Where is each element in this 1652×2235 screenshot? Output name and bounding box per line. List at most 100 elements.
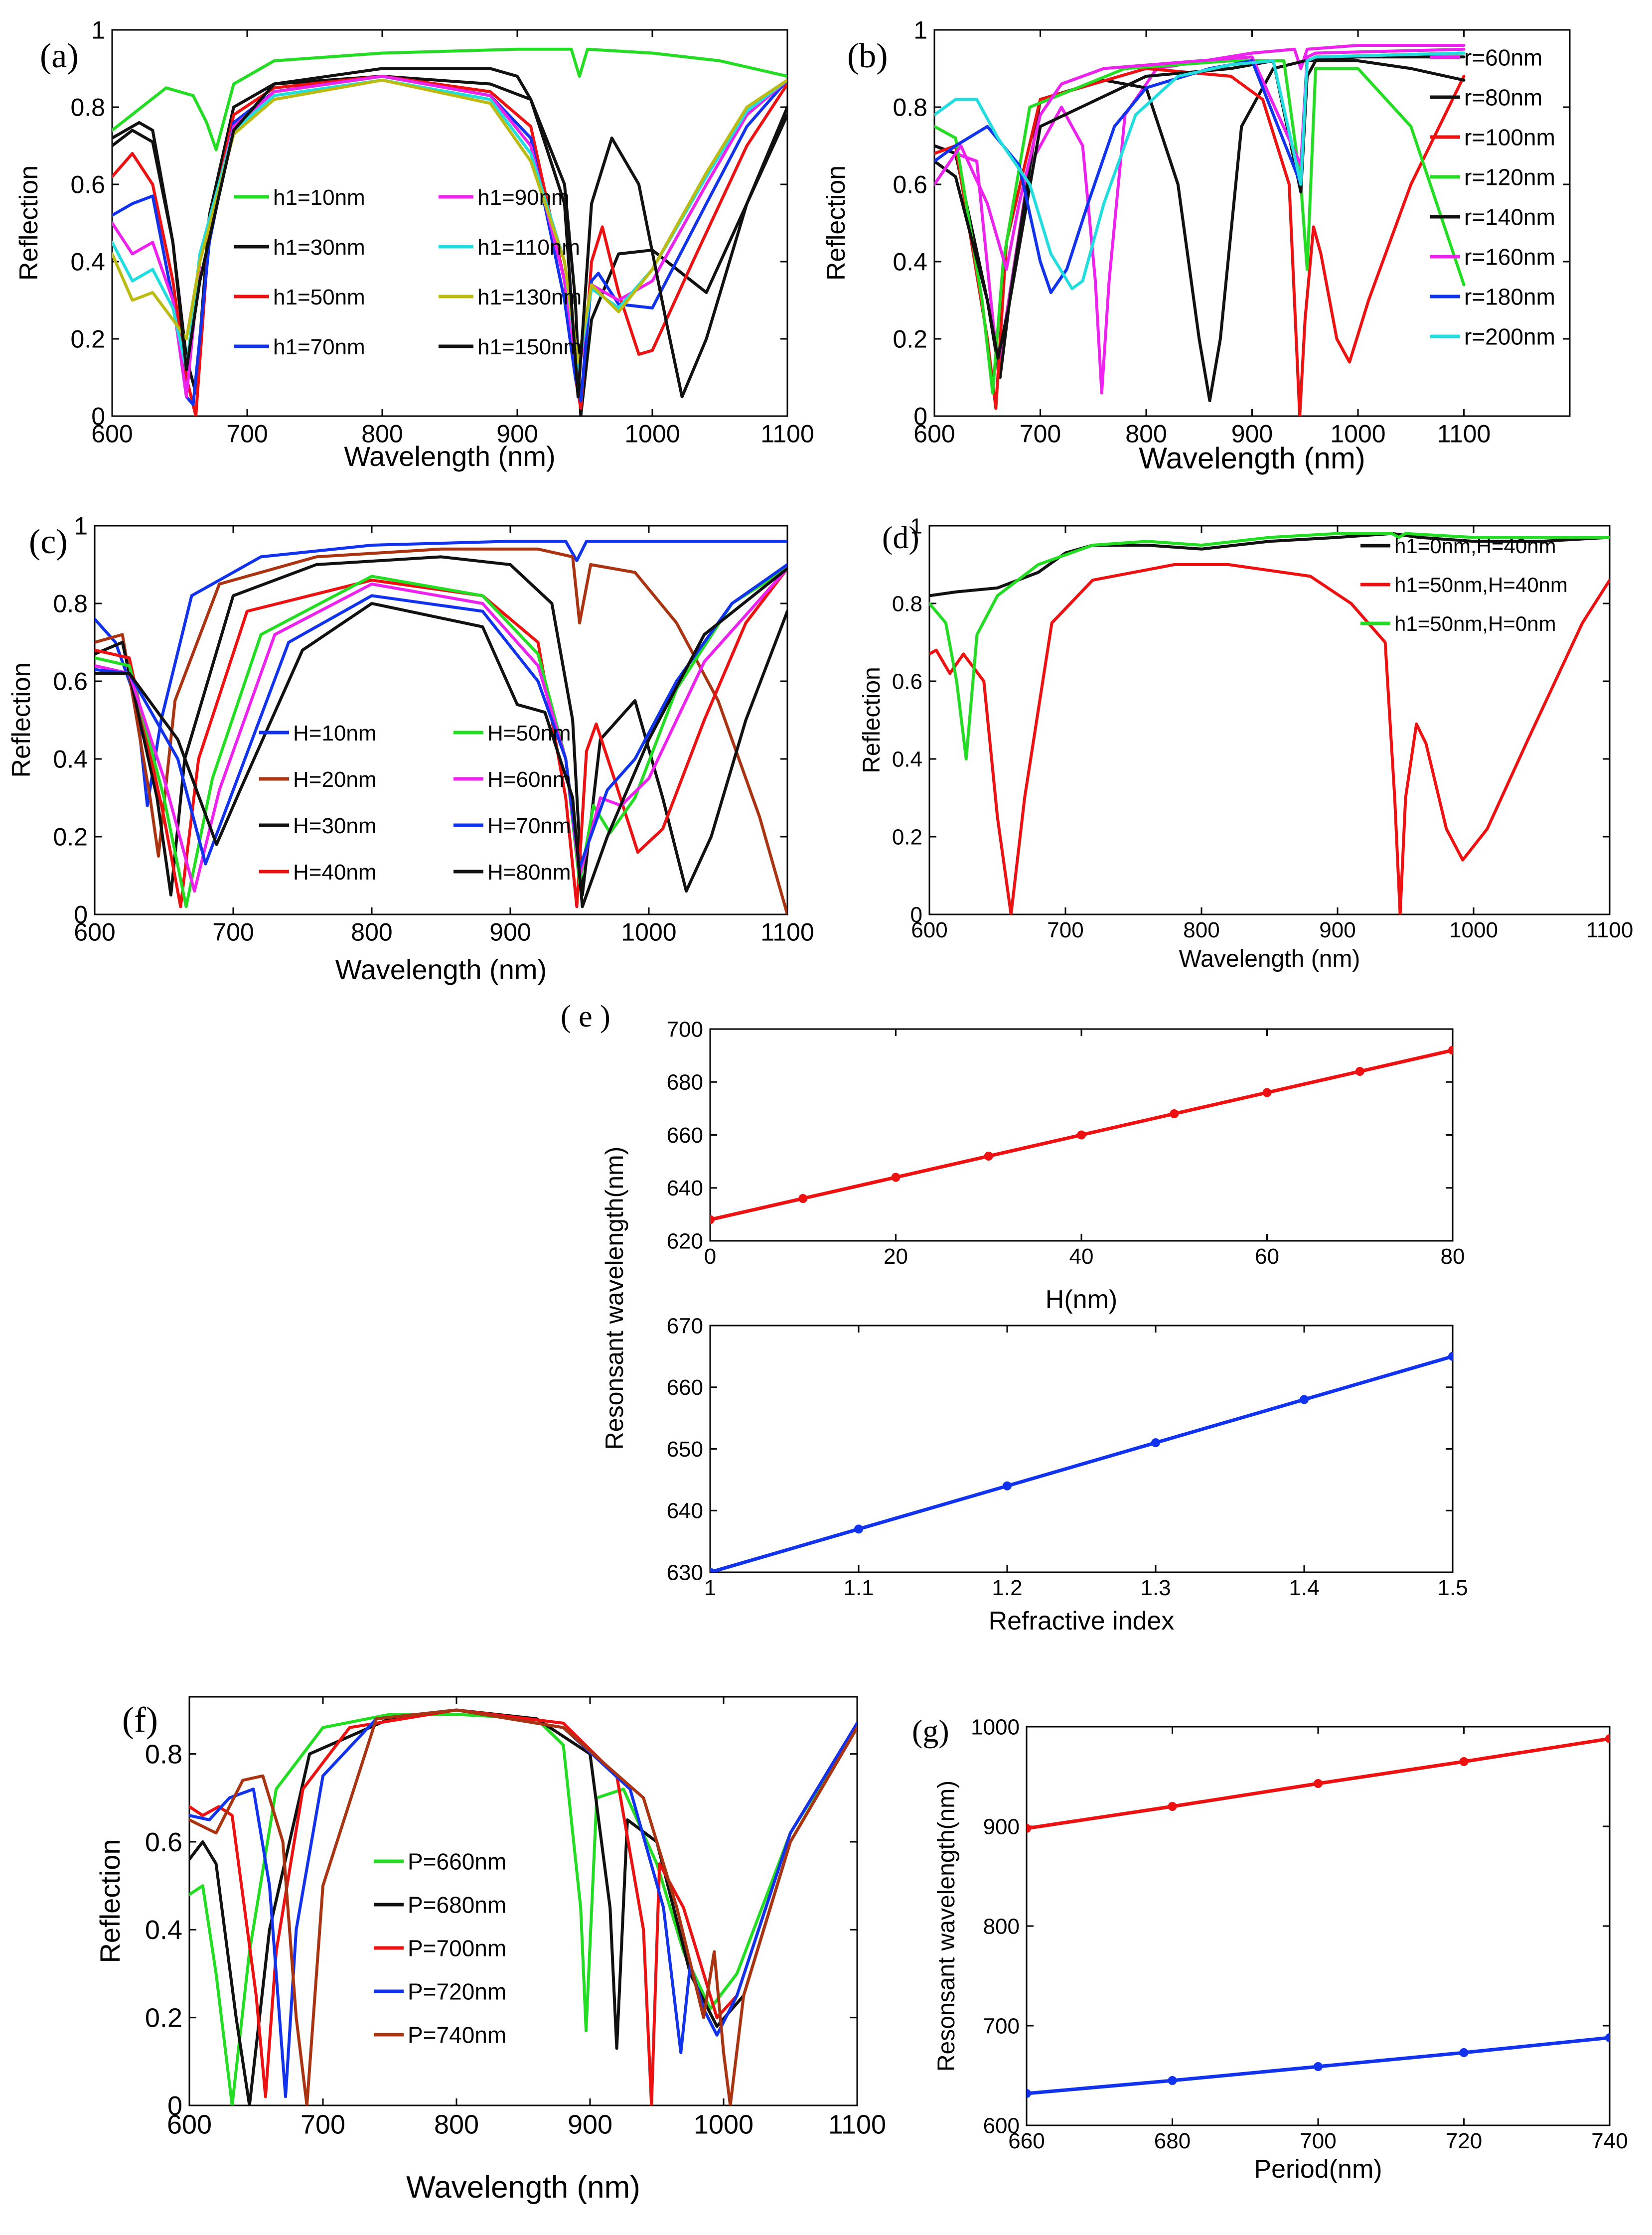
x-tick-label: 900 xyxy=(1231,420,1273,448)
y-tick-label: 0.4 xyxy=(53,745,88,773)
y-axis-label: Resonsant wavelength(nm) xyxy=(601,1147,628,1450)
legend-entry: r=100nm xyxy=(1464,125,1555,150)
y-axis-label: Reflection xyxy=(859,667,885,773)
plot-area-frame xyxy=(928,525,1611,915)
y-tick-label: 0 xyxy=(910,902,922,927)
x-tick-label: 1.3 xyxy=(1140,1576,1171,1600)
data-point xyxy=(854,1524,863,1534)
series-group xyxy=(1027,1734,1610,2098)
series-group xyxy=(929,532,1610,914)
y-tick-label: 0.8 xyxy=(892,592,922,616)
y-tick-label: 1 xyxy=(910,514,922,538)
data-point xyxy=(1448,1045,1453,1055)
x-axis-label: Refractive index xyxy=(989,1607,1175,1636)
x-tick-label: 900 xyxy=(496,420,538,448)
series-group xyxy=(934,44,1466,416)
series-line-H=50nm xyxy=(95,567,787,908)
x-tick-label: 600 xyxy=(911,918,947,942)
legend-entry: h1=0nm,H=40nm xyxy=(1394,534,1556,558)
legend: P=660nm P=680nm P=700nm P=720nm P=740nm xyxy=(374,1849,506,2048)
y-tick-label: 0.8 xyxy=(145,1740,182,1770)
panel-a: 600 700 800 900 1000 1100 0 0.2 0.4 0.6 0.8 1 Wavele… xyxy=(14,16,814,472)
series-line-h1=70nm xyxy=(112,75,787,406)
y-tick-label: 1 xyxy=(74,512,88,540)
legend-entry: H=60nm xyxy=(487,767,571,792)
x-tick-label: 700 xyxy=(300,2110,345,2140)
y-tick-label: 0 xyxy=(167,2091,182,2121)
series-line-P=740nm xyxy=(189,1708,857,2105)
x-tick-label: 60 xyxy=(1255,1244,1279,1269)
legend-entry: h1=10nm xyxy=(273,185,365,210)
y-tick-label: 0.6 xyxy=(145,1827,182,1857)
y-tick-label: 0.4 xyxy=(892,747,922,771)
panel-e-top: 0 20 40 60 80 620 640 660 680 700 H(nm) Resonsant w… xyxy=(561,1000,1465,1450)
panel-label: (f) xyxy=(122,1700,158,1740)
panel-d: 600 700 800 900 1000 1100 0 0.2 0.4 0.6 0.8 1 Wavele… xyxy=(859,514,1633,972)
x-tick-label: 1000 xyxy=(621,918,676,946)
x-axis-label: H(nm) xyxy=(1046,1285,1117,1314)
series-line-P=660nm xyxy=(189,1713,857,2105)
panel-label: (c) xyxy=(29,523,68,561)
x-tick-label: 900 xyxy=(568,2110,612,2140)
plot-area-frame xyxy=(709,1325,1454,1573)
series-line-H=20nm xyxy=(95,547,787,914)
data-point xyxy=(1262,1088,1272,1097)
x-tick-label: 1000 xyxy=(694,2110,753,2140)
data-point xyxy=(891,1173,901,1182)
legend-entry: h1=110nm xyxy=(477,235,580,260)
series-line-H=30nm xyxy=(95,555,787,896)
x-tick-label: 700 xyxy=(226,420,268,448)
series-line-H=40nm xyxy=(95,567,787,908)
y-tick-label: 700 xyxy=(667,1017,703,1042)
data-point xyxy=(710,1215,715,1224)
x-tick-label: 1100 xyxy=(1437,420,1491,448)
x-axis-label: Wavelength (nm) xyxy=(406,2170,640,2205)
x-tick-label: 800 xyxy=(434,2110,479,2140)
y-tick-label: 0.2 xyxy=(53,823,88,851)
legend-entry: h1=50nm,H=0nm xyxy=(1394,612,1556,635)
x-axis-label: Wavelength (nm) xyxy=(1139,442,1365,475)
x-tick-label: 720 xyxy=(1446,2129,1482,2153)
y-tick-label: 700 xyxy=(983,2014,1020,2038)
plot-area-frame xyxy=(94,525,788,915)
legend-entry: r=180nm xyxy=(1464,284,1555,310)
panel-b: 600 700 800 900 1000 1100 0 0.2 0.4 0.6 0.8 1 Wavele… xyxy=(822,16,1571,475)
data-point xyxy=(1314,1779,1323,1788)
legend-entry: H=30nm xyxy=(293,814,377,838)
x-tick-label: 1000 xyxy=(1330,420,1385,448)
series-group xyxy=(112,47,787,416)
data-point xyxy=(1027,2089,1031,2098)
y-tick-label: 0.6 xyxy=(53,668,88,696)
x-axis-label: Period(nm) xyxy=(1254,2155,1382,2184)
legend-entry: h1=150nm xyxy=(477,335,582,359)
y-tick-label: 0.8 xyxy=(893,94,927,122)
x-tick-label: 1100 xyxy=(760,918,814,946)
y-tick-label: 1 xyxy=(91,16,105,44)
x-tick-label: 600 xyxy=(167,2110,212,2140)
series-group xyxy=(710,1351,1453,1572)
data-point xyxy=(1151,1438,1160,1448)
x-tick-label: 600 xyxy=(913,420,955,448)
x-axis-label: Wavelength (nm) xyxy=(1179,946,1360,972)
y-tick-label: 0.6 xyxy=(893,171,927,199)
x-tick-label: 40 xyxy=(1069,1244,1094,1269)
legend-entry: P=660nm xyxy=(408,1849,506,1875)
x-tick-label: 800 xyxy=(361,420,403,448)
y-tick-label: 680 xyxy=(667,1070,703,1095)
x-tick-label: 1.4 xyxy=(1289,1576,1319,1600)
x-axis-label: Wavelength (nm) xyxy=(335,954,547,985)
x-axis-label: Wavelength (nm) xyxy=(344,441,555,472)
data-point xyxy=(1300,1395,1309,1404)
y-tick-label: 0.2 xyxy=(893,325,927,353)
x-tick-label: 600 xyxy=(74,918,115,946)
x-tick-label: 1000 xyxy=(1449,918,1498,942)
y-tick-label: 0.8 xyxy=(70,94,105,122)
x-tick-label: 700 xyxy=(212,918,254,946)
series-line-h1=50nm,H=0nm xyxy=(929,532,1610,760)
panel-label: (d) xyxy=(882,520,919,555)
series-group xyxy=(189,1708,857,2105)
y-tick-label: 0 xyxy=(91,403,105,431)
legend: H=10nm H=20nm H=30nm H=40nm H=50nm H=60nm H=70… xyxy=(259,721,571,885)
x-tick-label: 600 xyxy=(91,420,133,448)
y-axis-label: Reflection xyxy=(14,165,43,281)
